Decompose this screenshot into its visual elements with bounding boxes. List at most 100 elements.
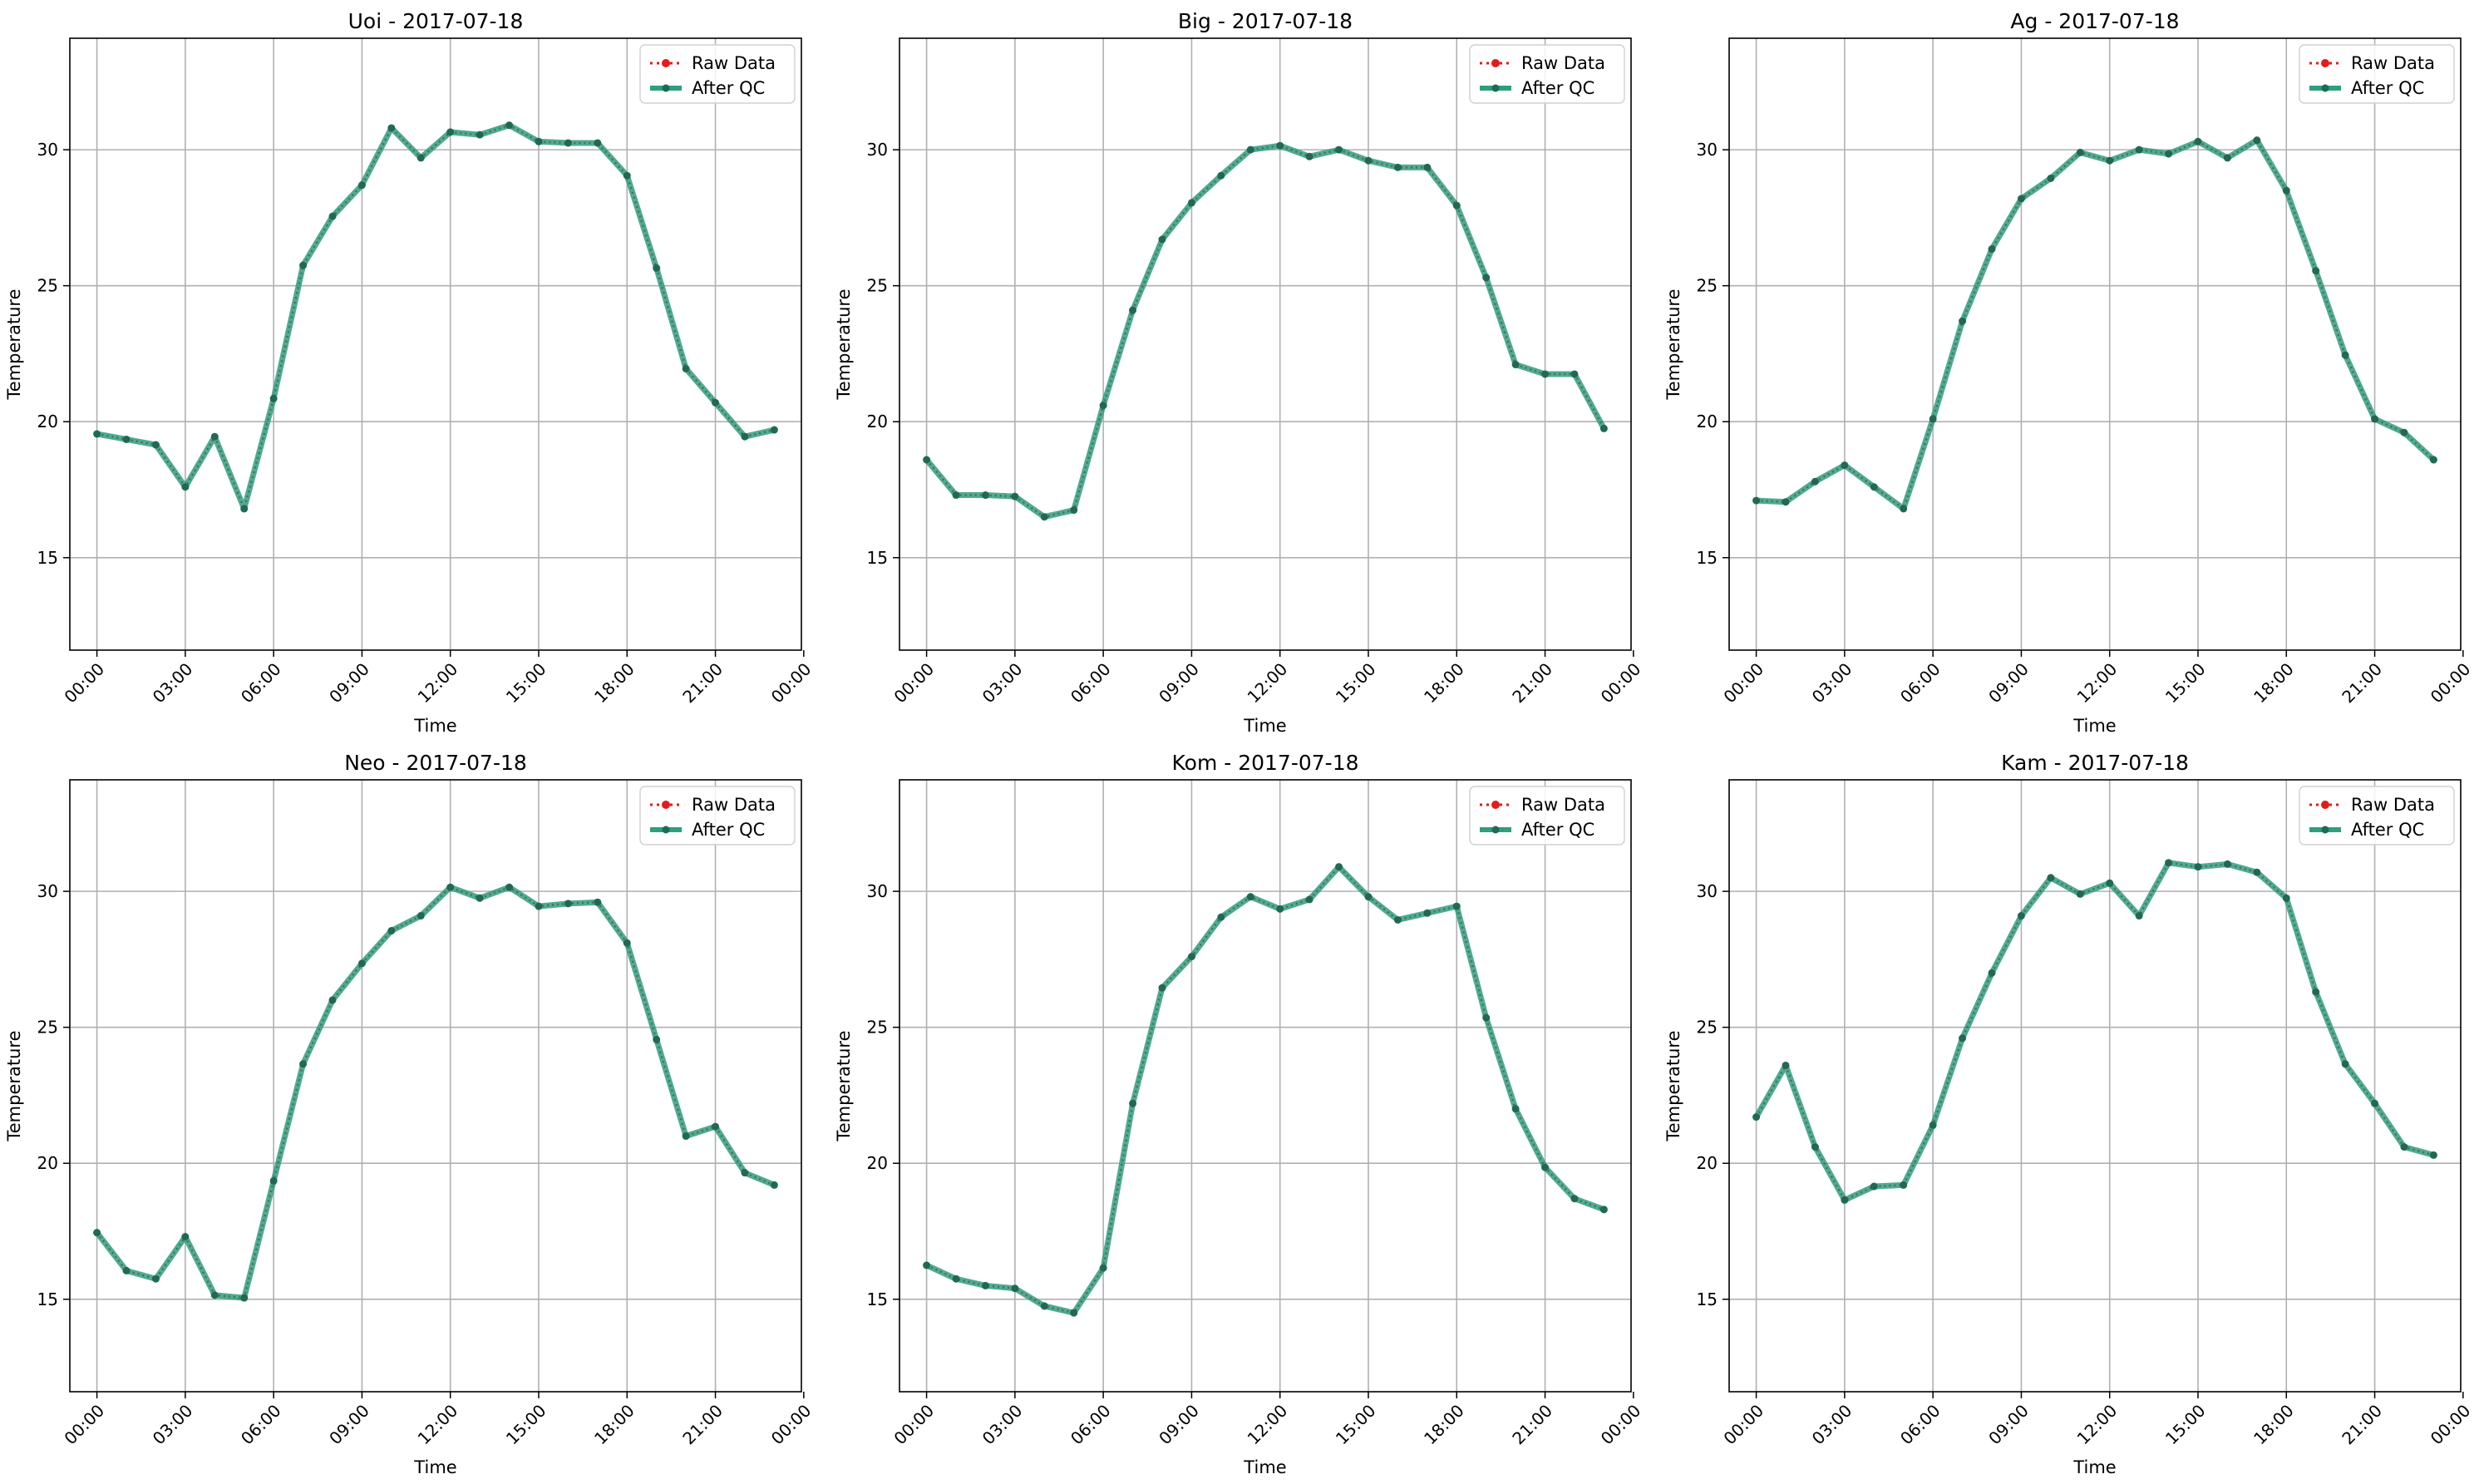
plot-frame — [69, 37, 802, 651]
x-tick-label: 18:00 — [1420, 1401, 1468, 1449]
point-after-qc — [299, 261, 308, 269]
point-after-qc — [1511, 361, 1520, 369]
legend-marker-raw-data — [662, 801, 670, 809]
x-tick-label: 09:00 — [1984, 1401, 2033, 1449]
x-tick-label: 09:00 — [325, 1401, 373, 1449]
chart-panel-4: Neo - 2017-07-18 Time Temperature 15 20 25 30 0… — [4, 751, 815, 1477]
point-after-qc — [1929, 415, 1937, 423]
chart-title: Kam - 2017-07-18 — [2001, 751, 2189, 775]
legend-marker-raw-data — [2321, 59, 2329, 67]
x-tick-label: 15:00 — [2161, 1401, 2210, 1449]
y-tick-label: 15 — [37, 1289, 58, 1309]
x-tick-label: 09:00 — [1155, 1401, 1203, 1449]
y-tick-label: 30 — [1697, 881, 1718, 901]
x-tick-label: 21:00 — [678, 1401, 727, 1449]
x-tick-label: 12:00 — [414, 659, 462, 707]
y-tick-label: 15 — [1697, 548, 1718, 568]
point-after-qc — [1452, 902, 1461, 910]
x-tick-label: 00:00 — [767, 1401, 816, 1449]
x-tick-label: 00:00 — [1719, 659, 1767, 707]
legend-marker-raw-data — [1491, 59, 1500, 67]
point-after-qc — [1452, 201, 1461, 210]
legend-marker-after-qc — [2321, 826, 2329, 834]
chart-panel-2: Big - 2017-07-18 Time Temperature 15 20 25 30 0… — [834, 9, 1644, 736]
legend-label-raw-data: Raw Data — [692, 795, 776, 815]
y-tick-label: 25 — [867, 276, 888, 296]
x-tick-label: 12:00 — [1244, 1401, 1292, 1449]
y-axis-label: Temperature — [4, 288, 24, 400]
legend-marker-after-qc — [1491, 826, 1500, 834]
point-after-qc — [1870, 1182, 1878, 1191]
legend-marker-raw-data — [662, 59, 670, 67]
x-tick-label: 21:00 — [2338, 1401, 2386, 1449]
legend: Raw Data After QC — [1469, 786, 1625, 846]
point-after-qc — [2223, 154, 2231, 162]
x-tick-label: 12:00 — [2073, 1401, 2122, 1449]
x-tick-label: 15:00 — [1332, 659, 1380, 707]
point-after-qc — [1599, 424, 1608, 432]
chart-panel-1: Uoi - 2017-07-18 Time Temperature 15 20 25 30 0… — [4, 9, 815, 736]
series-line-after-qc — [924, 142, 1607, 520]
chart-title: Big - 2017-07-18 — [1178, 9, 1353, 33]
point-after-qc — [387, 124, 396, 132]
plot-frame — [69, 779, 802, 1393]
series-line-after-qc — [96, 122, 776, 512]
y-tick-label: 25 — [867, 1018, 888, 1038]
point-after-qc — [2047, 874, 2055, 882]
series-line-after-qc — [1753, 860, 2435, 1203]
point-after-qc — [741, 1169, 749, 1177]
legend: Raw Data After QC — [639, 786, 796, 846]
y-axis-label: Temperature — [4, 1030, 24, 1141]
x-tick-label: 03:00 — [149, 659, 197, 707]
legend-label-after-qc: After QC — [1521, 78, 1594, 98]
y-tick-label: 20 — [37, 1153, 58, 1173]
y-tick-label: 20 — [37, 412, 58, 431]
legend-marker-after-qc — [662, 826, 670, 834]
x-tick-label: 00:00 — [767, 659, 816, 707]
point-after-qc — [357, 181, 366, 190]
y-axis-label: Temperature — [1663, 288, 1683, 400]
plot-frame — [1728, 37, 2462, 651]
series-line-raw-data — [926, 865, 1604, 1314]
y-tick-label: 20 — [867, 1153, 888, 1173]
legend-label-after-qc: After QC — [2351, 820, 2424, 840]
point-after-qc — [1305, 152, 1313, 160]
legend-marker-after-qc — [662, 84, 670, 92]
x-tick-label: 21:00 — [2338, 659, 2386, 707]
y-tick-label: 30 — [37, 881, 58, 901]
series-line-after-qc — [1756, 137, 2436, 512]
x-tick-label: 00:00 — [2427, 1401, 2475, 1449]
point-after-qc — [2282, 894, 2290, 902]
legend-label-after-qc: After QC — [1521, 820, 1594, 840]
point-after-qc — [2135, 912, 2143, 920]
x-tick-label: 15:00 — [502, 1401, 550, 1449]
series-line-after-qc — [925, 864, 1605, 1316]
point-after-qc — [2312, 267, 2320, 275]
y-tick-label: 30 — [37, 140, 58, 160]
legend-label-after-qc: After QC — [692, 78, 765, 98]
plot-frame — [899, 37, 1632, 651]
point-after-qc — [476, 894, 484, 902]
x-tick-label: 12:00 — [414, 1401, 462, 1449]
point-after-qc — [1040, 1302, 1048, 1310]
legend: Raw Data After QC — [1469, 44, 1625, 104]
series-line-raw-data — [96, 885, 775, 1299]
point-after-qc — [1782, 498, 1790, 506]
point-after-qc — [1129, 1099, 1137, 1107]
point-after-qc — [269, 394, 278, 402]
x-tick-label: 03:00 — [978, 659, 1027, 707]
point-after-qc — [1276, 141, 1284, 150]
x-tick-label: 03:00 — [1808, 1401, 1856, 1449]
chart-title: Uoi - 2017-07-18 — [348, 9, 524, 33]
y-tick-label: 20 — [1697, 412, 1718, 431]
x-tick-label: 06:00 — [1896, 659, 1944, 707]
point-after-qc — [1782, 1061, 1790, 1069]
legend-label-raw-data: Raw Data — [2351, 53, 2435, 73]
point-after-qc — [653, 1035, 661, 1043]
x-tick-label: 18:00 — [590, 1401, 638, 1449]
x-tick-label: 06:00 — [237, 1401, 285, 1449]
x-tick-label: 00:00 — [890, 1401, 938, 1449]
point-after-qc — [1364, 156, 1373, 165]
legend-label-raw-data: Raw Data — [1521, 795, 1605, 815]
